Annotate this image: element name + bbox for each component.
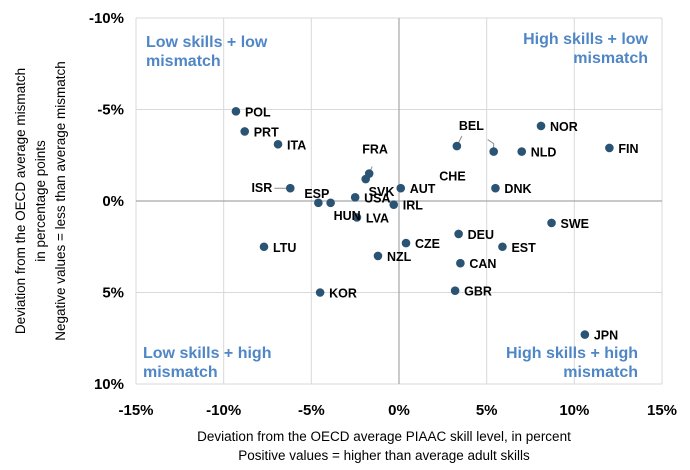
point-label-che: CHE <box>439 170 465 184</box>
point-label-fin: FIN <box>618 142 638 156</box>
point-label-ita: ITA <box>287 138 306 152</box>
point-svk <box>361 174 370 184</box>
point-label-ltu: LTU <box>273 241 296 255</box>
point-label-cze: CZE <box>415 237 440 251</box>
point-usa <box>350 193 360 202</box>
x-tick-labels: -15% -10% -5% 0% 5% 10% 15% <box>118 402 677 419</box>
point-kor <box>315 288 325 297</box>
point-label-svk: SVK <box>369 185 395 199</box>
y-tick-label: 10% <box>94 376 124 393</box>
point-label-kor: KOR <box>329 287 357 301</box>
point-label-aut: AUT <box>410 182 436 196</box>
point-esp <box>314 198 323 208</box>
y-axis-title: Deviation from the OECD average mismatch… <box>13 61 68 341</box>
quadrant-labels: Low skills + low mismatch High skills + lo… <box>143 31 649 381</box>
zero-axes <box>136 18 662 384</box>
point-gbr <box>450 286 460 295</box>
point-label-lva: LVA <box>366 211 389 225</box>
point-est <box>498 242 507 252</box>
point-deu <box>454 229 463 239</box>
point-cze <box>401 238 411 248</box>
y-axis-title-line: Deviation from the OECD average mismatch <box>13 68 28 334</box>
x-axis-title: Deviation from the OECD average PIAAC sk… <box>197 429 571 463</box>
point-label-hun: HUN <box>334 209 361 223</box>
quadrant-label-bottom-left: Low skills + high mismatch <box>143 345 271 381</box>
point-label-fra: FRA <box>362 143 388 157</box>
point-che <box>489 147 498 156</box>
point-irl <box>389 200 399 209</box>
point-dnk <box>491 183 500 193</box>
point-aut <box>396 183 406 193</box>
y-tick-label: 0% <box>102 193 124 210</box>
quadrant-label-top-right: High skills + low mismatch <box>523 31 648 67</box>
point-label-deu: DEU <box>468 228 494 242</box>
point-label-dnk: DNK <box>504 182 531 196</box>
data-points <box>231 107 614 339</box>
x-axis-title-line: Deviation from the OECD average PIAAC sk… <box>197 429 571 444</box>
point-label-irl: IRL <box>403 199 424 213</box>
point-label-jpn: JPN <box>594 329 618 343</box>
y-tick-label: -5% <box>97 102 124 119</box>
point-fin <box>605 143 614 153</box>
x-tick-label: -10% <box>206 402 241 419</box>
x-tick-label: 5% <box>476 402 498 419</box>
point-can <box>456 258 465 268</box>
point-prt <box>240 127 250 136</box>
point-nld <box>517 147 527 156</box>
point-lva <box>352 213 362 222</box>
point-label-isr: ISR <box>251 181 272 195</box>
x-tick-label: 15% <box>647 402 677 419</box>
quadrant-label-bottom-right: High skills + high mismatch <box>506 345 638 381</box>
point-label-can: CAN <box>469 257 496 271</box>
point-swe <box>547 218 556 228</box>
point-label-nor: NOR <box>550 120 578 134</box>
x-tick-label: 10% <box>559 402 589 419</box>
quadrant-label-top-left: Low skills + low mismatch <box>146 34 268 70</box>
point-ltu <box>259 242 269 252</box>
y-tick-label: 5% <box>102 285 124 302</box>
point-ita <box>273 139 283 149</box>
point-label-usa: USA <box>364 191 390 205</box>
point-label-est: EST <box>511 241 536 255</box>
point-label-bel: BEL <box>459 119 484 133</box>
y-tick-label: -10% <box>89 10 124 27</box>
point-isr <box>285 183 295 193</box>
y-axis-title-line: Negative values = less than average mism… <box>53 61 68 341</box>
point-label-pol: POL <box>245 105 271 119</box>
x-tick-label: -5% <box>298 402 325 419</box>
point-bel <box>452 141 462 151</box>
point-label-swe: SWE <box>561 217 589 231</box>
point-label-gbr: GBR <box>464 285 492 299</box>
point-label-prt: PRT <box>254 125 279 139</box>
point-label-esp: ESP <box>304 187 329 201</box>
point-label-nld: NLD <box>531 146 557 160</box>
point-nor <box>536 121 546 131</box>
point-hun <box>326 198 335 208</box>
y-axis-title-line: in percentage points <box>33 140 48 262</box>
point-jpn <box>580 330 590 339</box>
x-axis-title-line: Positive values = higher than average ad… <box>238 448 530 463</box>
y-tick-labels: -10% -5% 0% 5% 10% <box>89 10 124 393</box>
x-tick-label: 0% <box>388 402 410 419</box>
x-tick-label: -15% <box>118 402 153 419</box>
point-nzl <box>373 251 383 261</box>
point-pol <box>231 107 241 116</box>
point-label-nzl: NZL <box>387 250 412 264</box>
